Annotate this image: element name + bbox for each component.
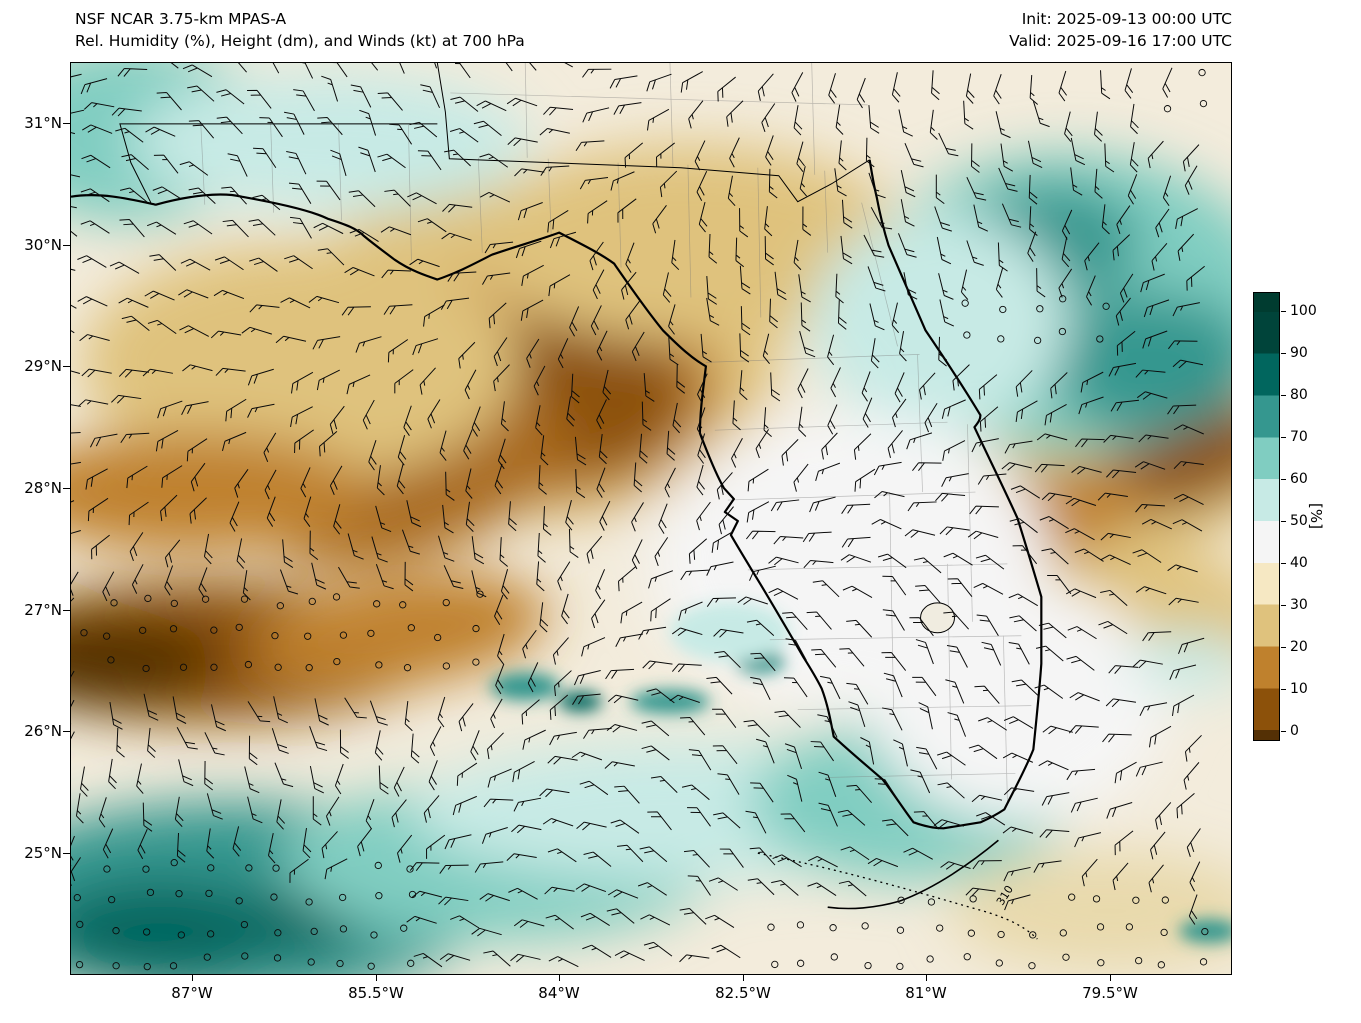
colorbar-tick-50: 50 [1290,513,1308,529]
florida-keys [827,839,999,910]
y-axis-label-29n: 29°N [24,357,62,375]
y-axis-label-25n: 25°N [24,844,62,862]
humidity-small-spots [490,601,1231,944]
colorbar-tick-100: 100 [1290,303,1317,319]
valid-time: Valid: 2025-09-16 17:00 UTC [1009,32,1232,50]
colorbar [1253,292,1280,741]
y-axis-label-30n: 30°N [24,236,62,254]
colorbar-tick-30: 30 [1290,597,1308,613]
time-block: Init: 2025-09-13 00:00 UTC Valid: 2025-0… [1009,8,1232,52]
county-boundaries [200,63,1032,802]
map-plot-area: 310 [70,62,1232,975]
colorbar-tick-90: 90 [1290,345,1308,361]
y-axis-label-31n: 31°N [24,114,62,132]
colorbar-gradient [1254,293,1279,740]
colorbar-unit-label: [%] [1307,503,1325,529]
colorbar-tick-0: 0 [1290,723,1299,739]
x-axis-label-85-5w: 85.5°W [348,984,404,1002]
chart-subtitle: Rel. Humidity (%), Height (dm), and Wind… [75,32,525,50]
colorbar-tick-10: 10 [1290,681,1308,697]
x-axis-label-84w: 84°W [538,984,580,1002]
y-axis-label-26n: 26°N [24,722,62,740]
lake-okeechobee [920,602,955,634]
colorbar-tick-80: 80 [1290,387,1308,403]
y-axis-label-28n: 28°N [24,479,62,497]
colorbar-tick-60: 60 [1290,471,1308,487]
wind-barb-layer [71,63,1209,971]
colorbar-tick-20: 20 [1290,639,1308,655]
humidity-wind-map: 310 [71,63,1231,974]
florida-coastline [71,159,1043,830]
x-axis-label-79-5w: 79.5°W [1082,984,1138,1002]
state-borders [119,63,870,203]
title-block: NSF NCAR 3.75-km MPAS-A Rel. Humidity (%… [75,8,525,52]
x-axis-label-82-5w: 82.5°W [715,984,771,1002]
model-title: NSF NCAR 3.75-km MPAS-A [75,10,287,28]
y-axis-label-27n: 27°N [24,601,62,619]
colorbar-tick-40: 40 [1290,555,1308,571]
init-time: Init: 2025-09-13 00:00 UTC [1021,10,1232,28]
x-axis-label-81w: 81°W [905,984,947,1002]
colorbar-tick-70: 70 [1290,429,1308,445]
x-axis-label-87w: 87°W [171,984,213,1002]
